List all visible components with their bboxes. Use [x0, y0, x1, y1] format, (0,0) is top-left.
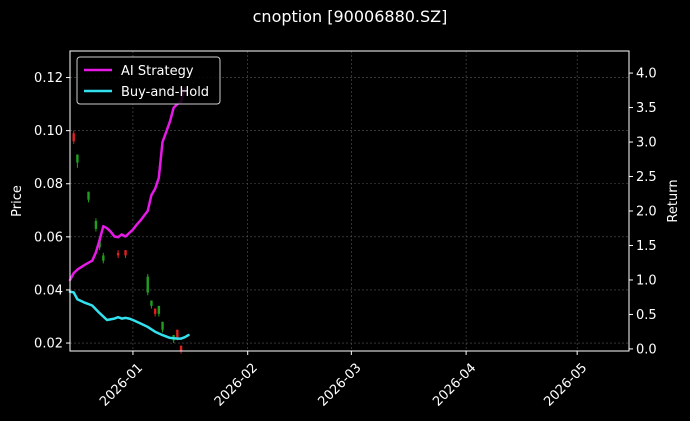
- y-left-tick-label: 0.12: [34, 71, 63, 86]
- series-lines: [68, 86, 190, 340]
- candle-body: [161, 321, 164, 330]
- chart-title: cnoption [90006880.SZ]: [253, 7, 448, 26]
- y-axis-left: 0.02 0.04 0.06 0.08 0.10 0.12: [34, 71, 70, 352]
- y-right-tick-label: 2.5: [636, 170, 657, 185]
- y-axis-right: 0.0 0.5 1.0 1.5 2.0 2.5 3.0 3.5 4.0: [629, 67, 657, 357]
- y-right-tick-label: 3.0: [636, 136, 657, 151]
- legend-label-buy-and-hold: Buy-and-Hold: [121, 85, 209, 100]
- y-left-tick-label: 0.02: [34, 337, 63, 352]
- candle-body: [157, 305, 161, 314]
- y-axis-right-label: Return: [666, 179, 681, 222]
- y-right-tick-label: 1.5: [636, 239, 657, 254]
- y-right-tick-label: 0.0: [636, 342, 657, 357]
- candle-body: [176, 329, 179, 338]
- candle-body: [150, 300, 153, 306]
- candle-body: [124, 250, 127, 256]
- series-line-buy-and-hold: [68, 290, 190, 340]
- legend-label-ai-strategy: AI Strategy: [121, 64, 194, 79]
- y-right-tick-label: 3.5: [636, 101, 657, 116]
- candle-body: [116, 252, 120, 256]
- legend: AI Strategy Buy-and-Hold: [76, 56, 221, 105]
- candle-body: [146, 276, 149, 293]
- candle-body: [76, 154, 79, 163]
- series-line-ai-strategy: [68, 86, 187, 282]
- candle-body: [179, 345, 183, 351]
- y-left-tick-label: 0.04: [34, 283, 63, 298]
- y-axis-left-label: Price: [10, 185, 25, 217]
- candle-body: [94, 220, 98, 229]
- grid: [70, 51, 629, 351]
- y-right-tick-label: 0.5: [636, 308, 657, 323]
- candle-body: [72, 133, 75, 142]
- y-right-tick-label: 1.0: [636, 273, 657, 288]
- legend-box: [76, 56, 221, 105]
- y-left-tick-label: 0.08: [34, 177, 63, 192]
- y-left-tick-label: 0.10: [34, 124, 63, 139]
- candle-body: [102, 255, 105, 261]
- y-right-tick-label: 4.0: [636, 67, 657, 82]
- y-right-tick-label: 2.0: [636, 205, 657, 220]
- candle-body: [87, 191, 90, 200]
- candle-body: [153, 308, 157, 314]
- plot-frame: [69, 50, 630, 352]
- y-left-tick-label: 0.06: [34, 230, 63, 245]
